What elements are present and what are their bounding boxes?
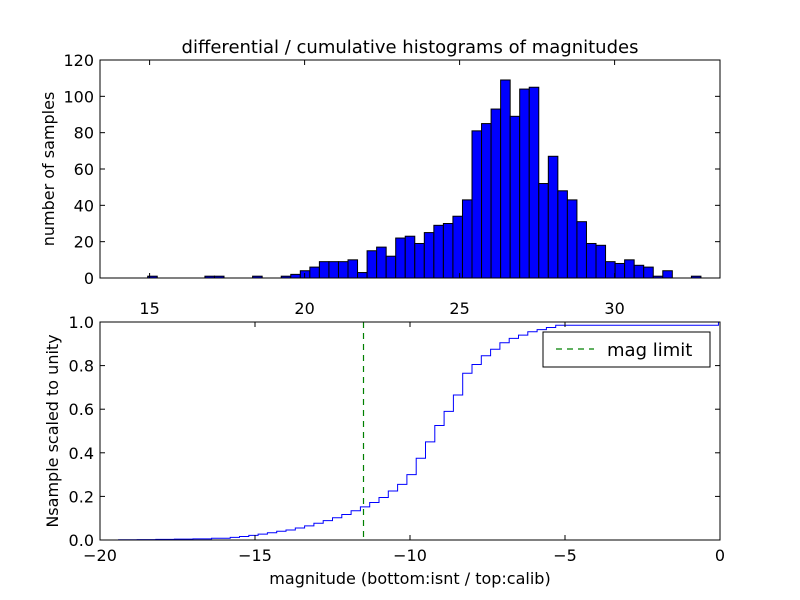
histogram-bar bbox=[433, 224, 444, 279]
histogram-bar bbox=[538, 183, 549, 279]
histogram-bar bbox=[290, 273, 301, 279]
histogram-bar bbox=[423, 232, 435, 279]
histogram-bar bbox=[452, 215, 463, 279]
x-tick-label: −5 bbox=[553, 546, 577, 565]
histogram-bar bbox=[614, 262, 626, 279]
y-tick-label: 0.0 bbox=[69, 531, 94, 550]
histogram-bar bbox=[385, 255, 397, 279]
histogram-bar bbox=[414, 242, 425, 279]
histogram-bar bbox=[471, 130, 483, 279]
histogram-bar bbox=[395, 237, 406, 279]
top-histogram-bars bbox=[147, 79, 702, 279]
histogram-bar bbox=[366, 250, 378, 279]
x-tick-label: −10 bbox=[393, 546, 427, 565]
histogram-bar bbox=[376, 246, 387, 279]
top-y-ticks: 0 20 40 60 80 100 120 bbox=[63, 51, 720, 288]
histogram-bar bbox=[643, 266, 654, 279]
top-chart-title: differential / cumulative histograms of … bbox=[182, 37, 639, 58]
histogram-bar bbox=[557, 190, 568, 279]
x-tick-label: −20 bbox=[83, 546, 117, 565]
bottom-y-axis-label: Nsample scaled to unity bbox=[43, 334, 62, 527]
top-x-ticks: 15 20 25 30 bbox=[139, 60, 625, 318]
histogram-bar bbox=[509, 115, 521, 279]
histogram-bar bbox=[481, 123, 492, 279]
histogram-bar bbox=[337, 261, 349, 279]
y-tick-label: 40 bbox=[74, 196, 94, 215]
histogram-bar bbox=[500, 79, 511, 279]
top-y-axis-label: number of samples bbox=[39, 92, 58, 247]
y-tick-label: 0 bbox=[84, 269, 94, 288]
bottom-plot-frame bbox=[99, 321, 721, 541]
histogram-bar bbox=[442, 223, 454, 279]
x-tick-label: 30 bbox=[604, 299, 624, 318]
y-tick-label: 60 bbox=[74, 160, 94, 179]
y-tick-label: 20 bbox=[74, 233, 94, 252]
legend: mag limit bbox=[542, 331, 711, 368]
histogram-bar bbox=[328, 261, 339, 279]
histogram-bar bbox=[547, 155, 559, 279]
x-tick-label: 0 bbox=[715, 546, 725, 565]
x-tick-label: 20 bbox=[294, 299, 314, 318]
y-tick-label: 0.2 bbox=[69, 487, 94, 506]
histogram-bar bbox=[662, 270, 673, 279]
top-plot-frame bbox=[99, 59, 721, 279]
histogram-bar bbox=[519, 88, 530, 279]
bottom-y-ticks: 0.0 0.2 0.4 0.6 0.8 1.0 bbox=[69, 313, 720, 550]
y-tick-label: 100 bbox=[63, 87, 94, 106]
histogram-bar bbox=[318, 261, 330, 279]
y-tick-label: 80 bbox=[74, 124, 94, 143]
bottom-x-axis-label: magnitude (bottom:isnt / top:calib) bbox=[269, 569, 550, 588]
histogram-bar bbox=[624, 259, 635, 279]
y-tick-label: 0.6 bbox=[69, 400, 94, 419]
histogram-bar bbox=[585, 242, 597, 279]
y-tick-label: 0.4 bbox=[69, 444, 94, 463]
histogram-bar bbox=[566, 199, 578, 279]
y-tick-label: 120 bbox=[63, 51, 94, 70]
histogram-bar bbox=[309, 266, 320, 279]
legend-label: mag limit bbox=[607, 340, 692, 361]
histogram-bar bbox=[404, 235, 416, 279]
histogram-bar bbox=[576, 221, 587, 279]
y-tick-label: 0.8 bbox=[69, 357, 94, 376]
histogram-bar bbox=[528, 86, 540, 279]
cumulative-step-line bbox=[100, 321, 720, 541]
histogram-bar bbox=[347, 259, 359, 279]
histogram-bar bbox=[357, 272, 368, 279]
histogram-bar bbox=[605, 261, 616, 279]
histogram-bar bbox=[633, 264, 645, 279]
y-tick-label: 1.0 bbox=[69, 313, 94, 332]
histogram-bar bbox=[490, 108, 502, 279]
histogram-bar bbox=[461, 199, 473, 279]
x-tick-label: 25 bbox=[449, 299, 469, 318]
bottom-x-ticks: −20 −15 −10 −5 0 bbox=[83, 322, 725, 565]
x-tick-label: −15 bbox=[238, 546, 272, 565]
x-tick-label: 15 bbox=[139, 299, 159, 318]
histogram-bar bbox=[595, 244, 607, 279]
